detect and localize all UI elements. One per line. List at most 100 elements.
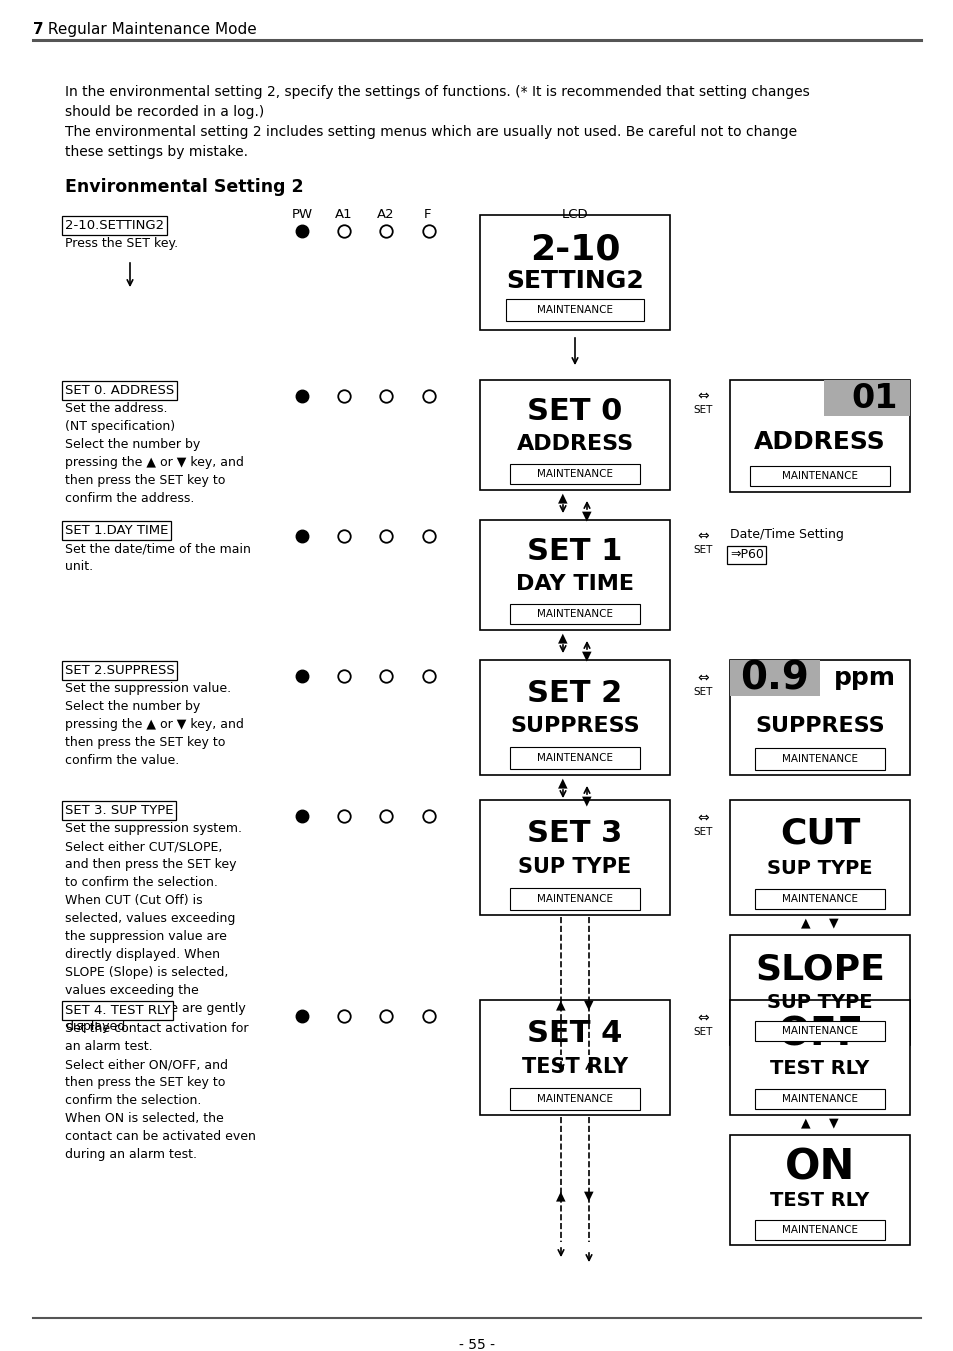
Text: SET 0. ADDRESS: SET 0. ADDRESS bbox=[65, 384, 174, 397]
Text: Set the contact activation for
an alarm test.
Select either ON/OFF, and
then pre: Set the contact activation for an alarm … bbox=[65, 1021, 255, 1161]
Bar bbox=[822, 380, 909, 416]
Bar bbox=[729, 800, 909, 915]
Text: SET 1: SET 1 bbox=[527, 538, 622, 566]
Text: Set the suppression system.
Select either CUT/SLOPE,
and then press the SET key
: Set the suppression system. Select eithe… bbox=[65, 821, 246, 1034]
Bar bbox=[754, 889, 884, 909]
Text: ▲: ▲ bbox=[801, 916, 810, 929]
Text: F: F bbox=[424, 208, 432, 222]
Text: SETTING2: SETTING2 bbox=[506, 269, 643, 293]
Bar bbox=[479, 661, 669, 775]
Text: Set the address.
(NT specification)
Select the number by
pressing the ▲ or ▼ key: Set the address. (NT specification) Sele… bbox=[65, 403, 244, 505]
Bar bbox=[729, 1000, 909, 1115]
Text: 01: 01 bbox=[851, 381, 897, 415]
Text: MAINTENANCE: MAINTENANCE bbox=[537, 469, 613, 480]
Text: SET 1.DAY TIME: SET 1.DAY TIME bbox=[65, 524, 168, 536]
Text: In the environmental setting 2, specify the settings of functions. (* It is reco: In the environmental setting 2, specify … bbox=[65, 85, 809, 119]
Text: Press the SET key.: Press the SET key. bbox=[65, 236, 178, 250]
Text: Date/Time Setting: Date/Time Setting bbox=[729, 528, 843, 540]
Bar bbox=[479, 380, 669, 490]
Text: ▲: ▲ bbox=[556, 1189, 565, 1202]
Bar bbox=[479, 800, 669, 915]
Text: ⇔: ⇔ bbox=[697, 671, 708, 685]
Text: ▼: ▼ bbox=[581, 509, 591, 523]
Bar bbox=[479, 1000, 669, 1115]
Text: MAINTENANCE: MAINTENANCE bbox=[537, 753, 613, 763]
Text: ADDRESS: ADDRESS bbox=[753, 430, 885, 454]
Text: SET: SET bbox=[693, 1027, 712, 1038]
Bar bbox=[510, 1088, 639, 1111]
Text: ▼: ▼ bbox=[828, 1116, 838, 1129]
Text: MAINTENANCE: MAINTENANCE bbox=[781, 1094, 857, 1104]
Bar bbox=[729, 380, 909, 492]
Text: Environmental Setting 2: Environmental Setting 2 bbox=[65, 178, 303, 196]
Text: SET: SET bbox=[693, 405, 712, 415]
Text: SUP TYPE: SUP TYPE bbox=[766, 993, 872, 1012]
Text: TEST RLY: TEST RLY bbox=[770, 1190, 869, 1209]
Text: SET 3. SUP TYPE: SET 3. SUP TYPE bbox=[65, 804, 173, 817]
Text: SLOPE: SLOPE bbox=[754, 952, 884, 986]
Bar bbox=[754, 1089, 884, 1109]
Bar bbox=[754, 1220, 884, 1240]
Text: SET: SET bbox=[693, 544, 712, 555]
Text: 7: 7 bbox=[33, 22, 44, 36]
Text: A2: A2 bbox=[376, 208, 395, 222]
Text: ⇒P60: ⇒P60 bbox=[729, 549, 763, 561]
Text: ADDRESS: ADDRESS bbox=[516, 434, 633, 454]
Bar bbox=[749, 466, 889, 486]
Text: MAINTENANCE: MAINTENANCE bbox=[537, 894, 613, 904]
Bar bbox=[729, 935, 909, 1046]
Bar bbox=[510, 604, 639, 624]
Text: The environmental setting 2 includes setting menus which are usually not used. B: The environmental setting 2 includes set… bbox=[65, 126, 797, 159]
Text: MAINTENANCE: MAINTENANCE bbox=[537, 305, 613, 315]
Bar bbox=[729, 1135, 909, 1246]
Text: ▲: ▲ bbox=[558, 631, 567, 644]
Text: MAINTENANCE: MAINTENANCE bbox=[781, 754, 857, 765]
Text: MAINTENANCE: MAINTENANCE bbox=[781, 894, 857, 904]
Text: ▲: ▲ bbox=[556, 998, 565, 1012]
Text: SUPPRESS: SUPPRESS bbox=[510, 716, 639, 736]
Text: TEST RLY: TEST RLY bbox=[521, 1056, 627, 1077]
Bar bbox=[754, 748, 884, 770]
Text: ⇔: ⇔ bbox=[697, 530, 708, 543]
Text: MAINTENANCE: MAINTENANCE bbox=[537, 609, 613, 619]
Bar bbox=[729, 661, 909, 775]
Text: ON: ON bbox=[784, 1146, 854, 1188]
Bar bbox=[479, 520, 669, 630]
Bar bbox=[510, 463, 639, 484]
Text: SET 2.SUPPRESS: SET 2.SUPPRESS bbox=[65, 663, 174, 677]
Bar bbox=[505, 299, 643, 322]
Bar bbox=[479, 215, 669, 330]
Bar bbox=[510, 747, 639, 769]
Text: MAINTENANCE: MAINTENANCE bbox=[537, 1094, 613, 1104]
Text: SET 4. TEST RLY: SET 4. TEST RLY bbox=[65, 1004, 171, 1017]
Text: ▲: ▲ bbox=[558, 777, 567, 789]
Text: Set the suppression value.
Select the number by
pressing the ▲ or ▼ key, and
the: Set the suppression value. Select the nu… bbox=[65, 682, 244, 767]
Text: SUPPRESS: SUPPRESS bbox=[755, 716, 883, 736]
Text: CUT: CUT bbox=[779, 817, 860, 851]
Text: ▲: ▲ bbox=[558, 492, 567, 504]
Text: SUP TYPE: SUP TYPE bbox=[517, 857, 631, 877]
Text: 2-10.SETTING2: 2-10.SETTING2 bbox=[65, 219, 164, 232]
Text: ▼: ▼ bbox=[828, 916, 838, 929]
Text: 0.9: 0.9 bbox=[740, 659, 808, 697]
Bar bbox=[510, 888, 639, 911]
Text: - 55 -: - 55 - bbox=[458, 1337, 495, 1351]
Text: ⇔: ⇔ bbox=[697, 389, 708, 403]
Text: ▼: ▼ bbox=[581, 794, 591, 808]
Text: ▼: ▼ bbox=[583, 1189, 593, 1202]
Text: ppm: ppm bbox=[833, 666, 895, 690]
Text: ▼: ▼ bbox=[583, 998, 593, 1012]
Text: ▲: ▲ bbox=[801, 1116, 810, 1129]
Bar bbox=[754, 1021, 884, 1042]
Text: OFF: OFF bbox=[776, 1015, 862, 1052]
Text: ▼: ▼ bbox=[581, 650, 591, 662]
Text: A1: A1 bbox=[335, 208, 353, 222]
Text: Regular Maintenance Mode: Regular Maintenance Mode bbox=[43, 22, 256, 36]
Text: SET: SET bbox=[693, 688, 712, 697]
Text: ⇔: ⇔ bbox=[697, 811, 708, 825]
Text: TEST RLY: TEST RLY bbox=[770, 1058, 869, 1078]
Text: SET 0: SET 0 bbox=[527, 397, 622, 427]
Text: SET 3: SET 3 bbox=[527, 819, 622, 847]
Text: ⇔: ⇔ bbox=[697, 1011, 708, 1025]
Text: SET 4: SET 4 bbox=[527, 1019, 622, 1047]
